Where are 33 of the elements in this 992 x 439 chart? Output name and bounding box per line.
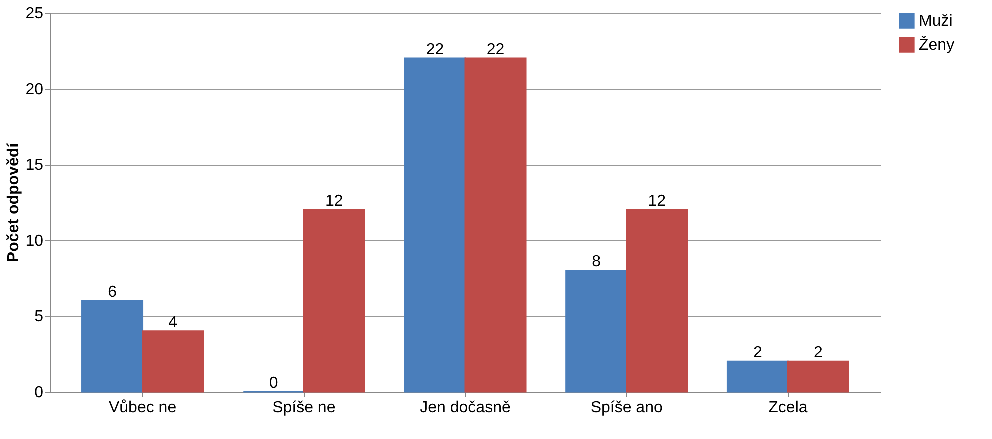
bar xyxy=(626,209,688,393)
x-tick-label: Jen dočasně xyxy=(420,400,511,416)
y-tick-label: 15 xyxy=(26,157,44,174)
bar xyxy=(82,300,144,393)
bar xyxy=(142,330,204,393)
x-tick-label: Vůbec ne xyxy=(108,400,177,416)
data-label: 2 xyxy=(754,344,763,362)
data-label: 22 xyxy=(486,41,505,58)
bar xyxy=(404,58,466,393)
y-axis-title: Počet odpovědí xyxy=(6,142,23,263)
data-label: 2 xyxy=(814,344,824,362)
legend-label: Muži xyxy=(919,13,953,30)
data-label: 12 xyxy=(325,193,344,210)
data-label: 4 xyxy=(168,314,178,332)
bar xyxy=(726,360,789,393)
data-label: 8 xyxy=(592,254,602,271)
x-tick-label: Spíše ano xyxy=(590,400,663,416)
bar xyxy=(566,270,628,393)
bar xyxy=(787,360,850,393)
data-label: 22 xyxy=(426,41,444,58)
bar xyxy=(464,58,527,393)
bar xyxy=(303,209,366,393)
y-tick-label: 20 xyxy=(26,81,44,98)
data-label: 12 xyxy=(648,193,666,210)
x-tick-label: Spíše ne xyxy=(272,400,336,416)
data-label: 0 xyxy=(269,375,278,392)
legend-label: Ženy xyxy=(919,36,955,54)
y-tick-label: 25 xyxy=(26,6,44,22)
y-tick-label: 0 xyxy=(34,384,44,402)
data-label: 6 xyxy=(108,284,118,302)
x-tick-label: Zcela xyxy=(768,400,808,416)
y-tick-label: 5 xyxy=(34,308,44,326)
y-tick-label: 10 xyxy=(26,232,44,250)
